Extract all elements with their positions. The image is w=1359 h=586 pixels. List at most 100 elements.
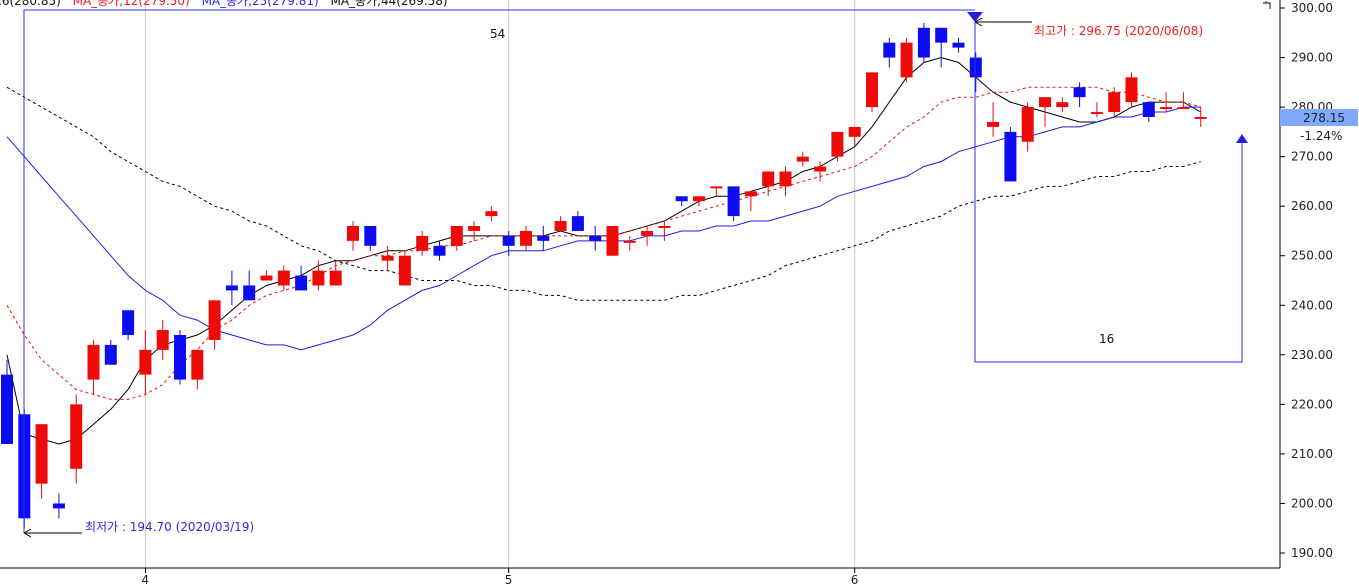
candle-body [52,503,65,509]
candle-body [641,230,654,236]
y-tick-label: 270.00 [1291,150,1333,164]
candle-body [831,131,844,157]
candle [260,270,273,281]
candle [468,221,481,241]
candle [139,330,152,395]
candle-body [571,216,584,231]
candle [589,226,602,251]
candle [1,359,13,444]
candle-body [1142,102,1155,117]
candle [658,221,671,241]
candle [243,270,256,301]
candle [364,226,377,251]
candle [312,260,325,291]
candle-body [87,344,100,380]
candle-body [416,235,429,251]
candle-body [1125,77,1138,103]
candle-body [122,310,135,335]
candle-body [381,255,394,261]
candle-body [243,285,256,301]
candle [502,230,515,256]
candle-body [502,235,515,246]
x-tick-label: 4 [141,573,149,586]
candle-body [485,211,498,217]
candle-body [779,171,792,187]
y-tick-label: 290.00 [1291,51,1333,65]
candle-body [727,186,740,217]
candle [381,245,394,271]
candle [917,22,930,63]
candle-body [295,275,308,291]
legend-ma6: ,6(280.85) [0,0,61,8]
candle-body [347,226,359,241]
candle-body [329,270,342,286]
candle-body [606,226,619,256]
candle-body [520,230,532,246]
y-tick-label: 190.00 [1291,546,1333,560]
candle-body [675,196,688,202]
candle [866,72,878,113]
candle-body [1160,107,1173,110]
candle-body [589,235,602,241]
x-tick-label: 5 [505,573,513,586]
x-tick-label: 6 [851,573,859,586]
period-count-left: 54 [490,27,505,41]
candle [935,27,948,68]
candle [693,196,705,207]
candle-body [900,42,913,78]
candle-body [364,226,377,246]
candle-body [987,121,1000,127]
candle [987,102,1000,137]
candle [433,240,446,261]
candle [900,37,913,83]
moving-average-lines [6,56,1201,445]
candle-body [225,285,238,291]
low-arrow-icon [23,528,32,538]
scale-corner-icon[interactable] [1263,1,1271,9]
y-tick-label: 210.00 [1291,447,1333,461]
candle-body [35,424,48,484]
legend-ma44: MA_종가,44(269.58) [330,0,447,8]
candle-body [969,57,982,78]
candle-body [554,221,567,231]
candle [710,186,723,197]
candle-body [156,330,169,350]
candle [537,226,550,251]
candle [156,320,169,360]
candle [554,216,567,231]
candle-body [796,156,809,162]
candle-body [1073,87,1086,98]
candle [1125,72,1138,108]
ma-line [6,106,1201,351]
candle [35,424,48,499]
candle [225,270,238,306]
y-tick-label: 250.00 [1291,249,1333,263]
candle-body [658,226,671,228]
candle [1090,102,1103,117]
candle-body [762,171,775,187]
candle-body [952,42,965,48]
high-price-label: 최고가 : 296.75 (2020/06/08) [1034,24,1203,38]
period-box-left [23,9,975,533]
candle [277,265,290,291]
current-price-box: 278.15 -1.24% [1280,109,1358,143]
candle [450,226,463,251]
y-tick-label: 230.00 [1291,348,1333,362]
candle [416,230,429,256]
period-box-right [974,22,1243,363]
ma-line [6,86,1201,301]
candle [623,235,636,251]
candle-body [710,186,723,189]
candle-body [260,275,273,281]
candle [1108,87,1121,117]
candle [1004,126,1017,182]
y-tick-label: 240.00 [1291,298,1333,312]
candle-body [468,226,481,231]
candle-body [398,255,411,286]
candle [883,37,896,68]
candle-body [450,226,463,246]
legend-ma25: MA_종가,25(279.81) [202,0,319,8]
